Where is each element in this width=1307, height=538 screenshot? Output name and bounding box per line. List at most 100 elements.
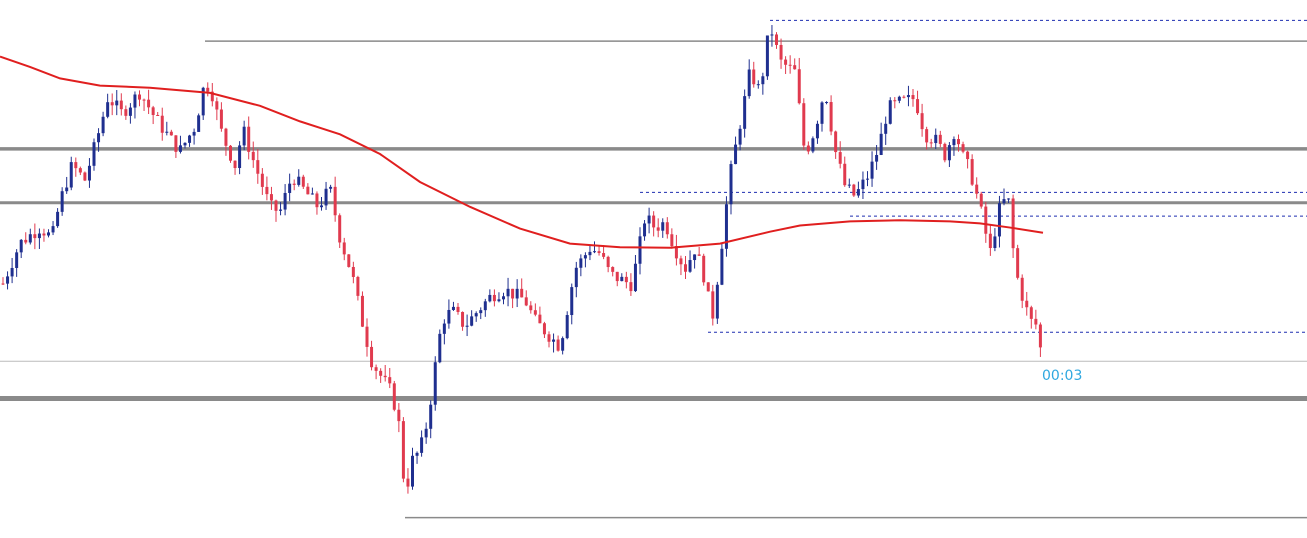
candle-bull [51, 226, 55, 233]
candle-bull [60, 191, 64, 212]
candle-bull [92, 142, 96, 166]
candle-bear [629, 282, 633, 292]
candle-bear [893, 100, 897, 102]
candle-bull [620, 276, 624, 282]
candle-bear [793, 65, 797, 70]
candle-bear [269, 194, 273, 201]
candle-bull [297, 176, 301, 185]
candle-bull [879, 133, 883, 155]
candle-bear [938, 134, 942, 144]
candle-bear [397, 409, 401, 422]
candle-bull [470, 316, 474, 326]
candle-bull [497, 299, 501, 302]
candle-bear [524, 297, 528, 306]
candle-bull [420, 437, 424, 453]
candle-bull [688, 260, 692, 272]
candle-bear [83, 172, 87, 181]
candle-bear [975, 184, 979, 194]
candle-bear [711, 291, 715, 319]
candle-bear [224, 128, 228, 146]
candle-bear [1034, 318, 1038, 325]
candle-bull [884, 123, 888, 134]
candle-bear [706, 282, 710, 292]
candle-bull [825, 102, 829, 104]
candle-bear [943, 143, 947, 161]
candle-bull [897, 96, 901, 101]
candle-bull [37, 233, 41, 239]
candle-bull [279, 209, 283, 211]
candle-bull [502, 296, 505, 300]
candle-bear [138, 94, 141, 100]
candle-timer-label: 00:03 [1042, 368, 1082, 384]
candle-bear [784, 59, 788, 65]
candle-bear [74, 162, 78, 169]
candle-bull [97, 133, 101, 143]
candle-bear [665, 222, 669, 235]
candle-bull [411, 455, 414, 487]
candle-bull [101, 116, 105, 134]
candle-bear [78, 168, 82, 173]
candle-bull [288, 183, 292, 193]
candle-bear [215, 101, 219, 110]
candle-bull [19, 239, 23, 253]
candle-bull [870, 161, 874, 179]
candle-bear [670, 234, 674, 247]
candle-bear [542, 323, 546, 335]
candle-bull [6, 276, 10, 284]
candle-bull [69, 162, 73, 188]
candle-bear [834, 131, 838, 153]
candle-bear [156, 114, 160, 116]
candle-bull [638, 236, 642, 264]
candle-bear [147, 99, 151, 108]
candle-bear [652, 215, 656, 228]
candle-bull [729, 164, 733, 205]
candle-bear [256, 160, 260, 174]
candle-bear [24, 239, 28, 243]
candle-bull [643, 223, 647, 237]
candle-bull [433, 362, 437, 405]
candle-bear [260, 173, 264, 187]
candle-bull [811, 138, 815, 152]
candle-bear [401, 421, 405, 479]
candle-bull [561, 338, 565, 351]
candle-bull [574, 267, 578, 288]
candle-bull [442, 323, 446, 334]
candle-bull [238, 145, 242, 169]
candle-bear [206, 87, 210, 92]
candle-bull [506, 288, 510, 297]
candle-bull [188, 135, 192, 143]
candle-bull [952, 139, 956, 146]
candle-bull [488, 294, 492, 302]
candle-bear [360, 295, 364, 327]
candle-bear [292, 183, 296, 185]
candle-bull [906, 95, 910, 98]
candle-bear [110, 102, 114, 106]
candle-bull [847, 184, 851, 186]
candles [1, 25, 1042, 494]
candle-bull [570, 287, 574, 316]
candle-bull [1002, 199, 1006, 204]
candle-bull [934, 134, 938, 144]
candle-bear [306, 186, 310, 195]
candle-bull [283, 192, 287, 210]
candle-bull [765, 35, 769, 77]
candle-bear [347, 254, 351, 267]
candle-bear [902, 96, 906, 98]
candle-bull [715, 284, 719, 319]
candle-bull [192, 131, 196, 136]
candle-bull [552, 339, 556, 342]
candle-bull [10, 267, 14, 277]
moving-average-line [0, 55, 1044, 249]
candle-bull [165, 131, 169, 133]
candle-bear [456, 306, 460, 312]
candle-bear [392, 383, 396, 410]
candle-bull [479, 310, 483, 314]
candle-bear [674, 246, 678, 259]
candle-bear [970, 159, 974, 185]
candle-bull [28, 234, 32, 243]
candle-bull [178, 145, 182, 152]
candle-bear [806, 145, 810, 152]
candle-bear [1020, 277, 1024, 301]
candle-bear [247, 126, 251, 152]
candle-bull [888, 100, 892, 124]
